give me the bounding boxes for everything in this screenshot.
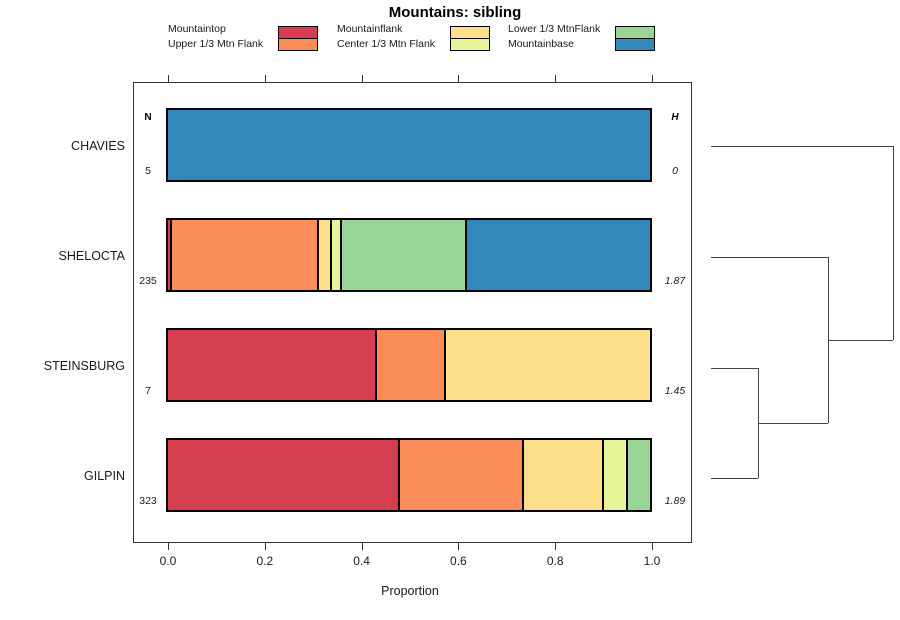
bar-row [166, 438, 652, 512]
legend-item-label: Mountainflank [337, 23, 403, 35]
dendrogram-segment [711, 146, 893, 147]
bar-segment [397, 440, 522, 510]
bar-segment [168, 110, 650, 180]
n-value: 7 [145, 385, 151, 397]
bar-segment [374, 330, 444, 400]
axis-tick-top [264, 75, 266, 82]
axis-tick-label: 1.0 [643, 554, 661, 568]
bar-segment [443, 330, 650, 400]
bar-segment [340, 220, 466, 290]
axis-tick-top [652, 75, 653, 82]
bar-segment [521, 440, 603, 510]
dendrogram-segment [711, 368, 758, 369]
n-column-header: N [144, 112, 152, 123]
legend-item-label: Lower 1/3 MtnFlank [508, 23, 601, 35]
bar-row [166, 108, 652, 182]
n-value: 235 [139, 275, 157, 287]
axis-tick-label: 0.4 [353, 554, 370, 568]
h-value: 1.45 [664, 385, 686, 397]
n-value: 5 [145, 165, 151, 177]
h-value: 1.89 [664, 495, 686, 507]
axis-tick-label: 0.8 [546, 554, 564, 568]
y-axis-label: SHELOCTA [58, 249, 125, 263]
y-axis-label: CHAVIES [71, 139, 125, 153]
axis-tick-top [458, 75, 460, 82]
axis-tick-top [361, 75, 363, 82]
axis-tick-bottom [264, 543, 266, 550]
h-value: 1.87 [664, 275, 686, 287]
h-column-header: H [671, 112, 679, 123]
y-axis-label: STEINSBURG [43, 359, 125, 373]
bar-segment [465, 220, 650, 290]
bar-segment [168, 330, 375, 400]
legend-swatch [278, 38, 318, 51]
legend-item-label: Upper 1/3 Mtn Flank [168, 38, 264, 50]
axis-tick-label: 0.2 [256, 554, 274, 568]
axis-tick-top [555, 75, 557, 82]
bar-segment [168, 220, 170, 290]
legend-item-label: Mountainbase [508, 38, 574, 50]
dendrogram-segment [711, 478, 758, 479]
dendrogram-segment [758, 423, 828, 424]
bar-segment [168, 440, 398, 510]
axis-tick-bottom [652, 543, 653, 550]
axis-tick-bottom [168, 543, 169, 550]
legend-swatch [450, 38, 490, 51]
bar-segment [329, 220, 341, 290]
bar-segment [317, 220, 330, 290]
bar-row [166, 218, 652, 292]
bar-segment [169, 220, 318, 290]
axis-tick-top [168, 75, 169, 82]
axis-tick-label: 0.6 [450, 554, 467, 568]
dendrogram-segment [711, 257, 828, 258]
bar-segment [626, 440, 650, 510]
h-value: 0 [672, 165, 678, 177]
y-axis-label: GILPIN [84, 469, 125, 483]
bar-row [166, 328, 652, 402]
x-axis-title: Proportion [381, 584, 439, 598]
axis-tick-bottom [361, 543, 363, 550]
legend-item-label: Mountaintop [168, 23, 226, 35]
dendrogram-segment [893, 146, 894, 340]
axis-tick-bottom [555, 543, 557, 550]
axis-tick-label: 0.0 [159, 554, 177, 568]
bar-segment [602, 440, 627, 510]
axis-tick-bottom [458, 543, 460, 550]
n-value: 323 [139, 495, 157, 507]
legend-swatch [615, 38, 655, 51]
chart-title: Mountains: sibling [388, 4, 522, 21]
dendrogram-segment [828, 340, 893, 341]
legend-item-label: Center 1/3 Mtn Flank [337, 38, 436, 50]
